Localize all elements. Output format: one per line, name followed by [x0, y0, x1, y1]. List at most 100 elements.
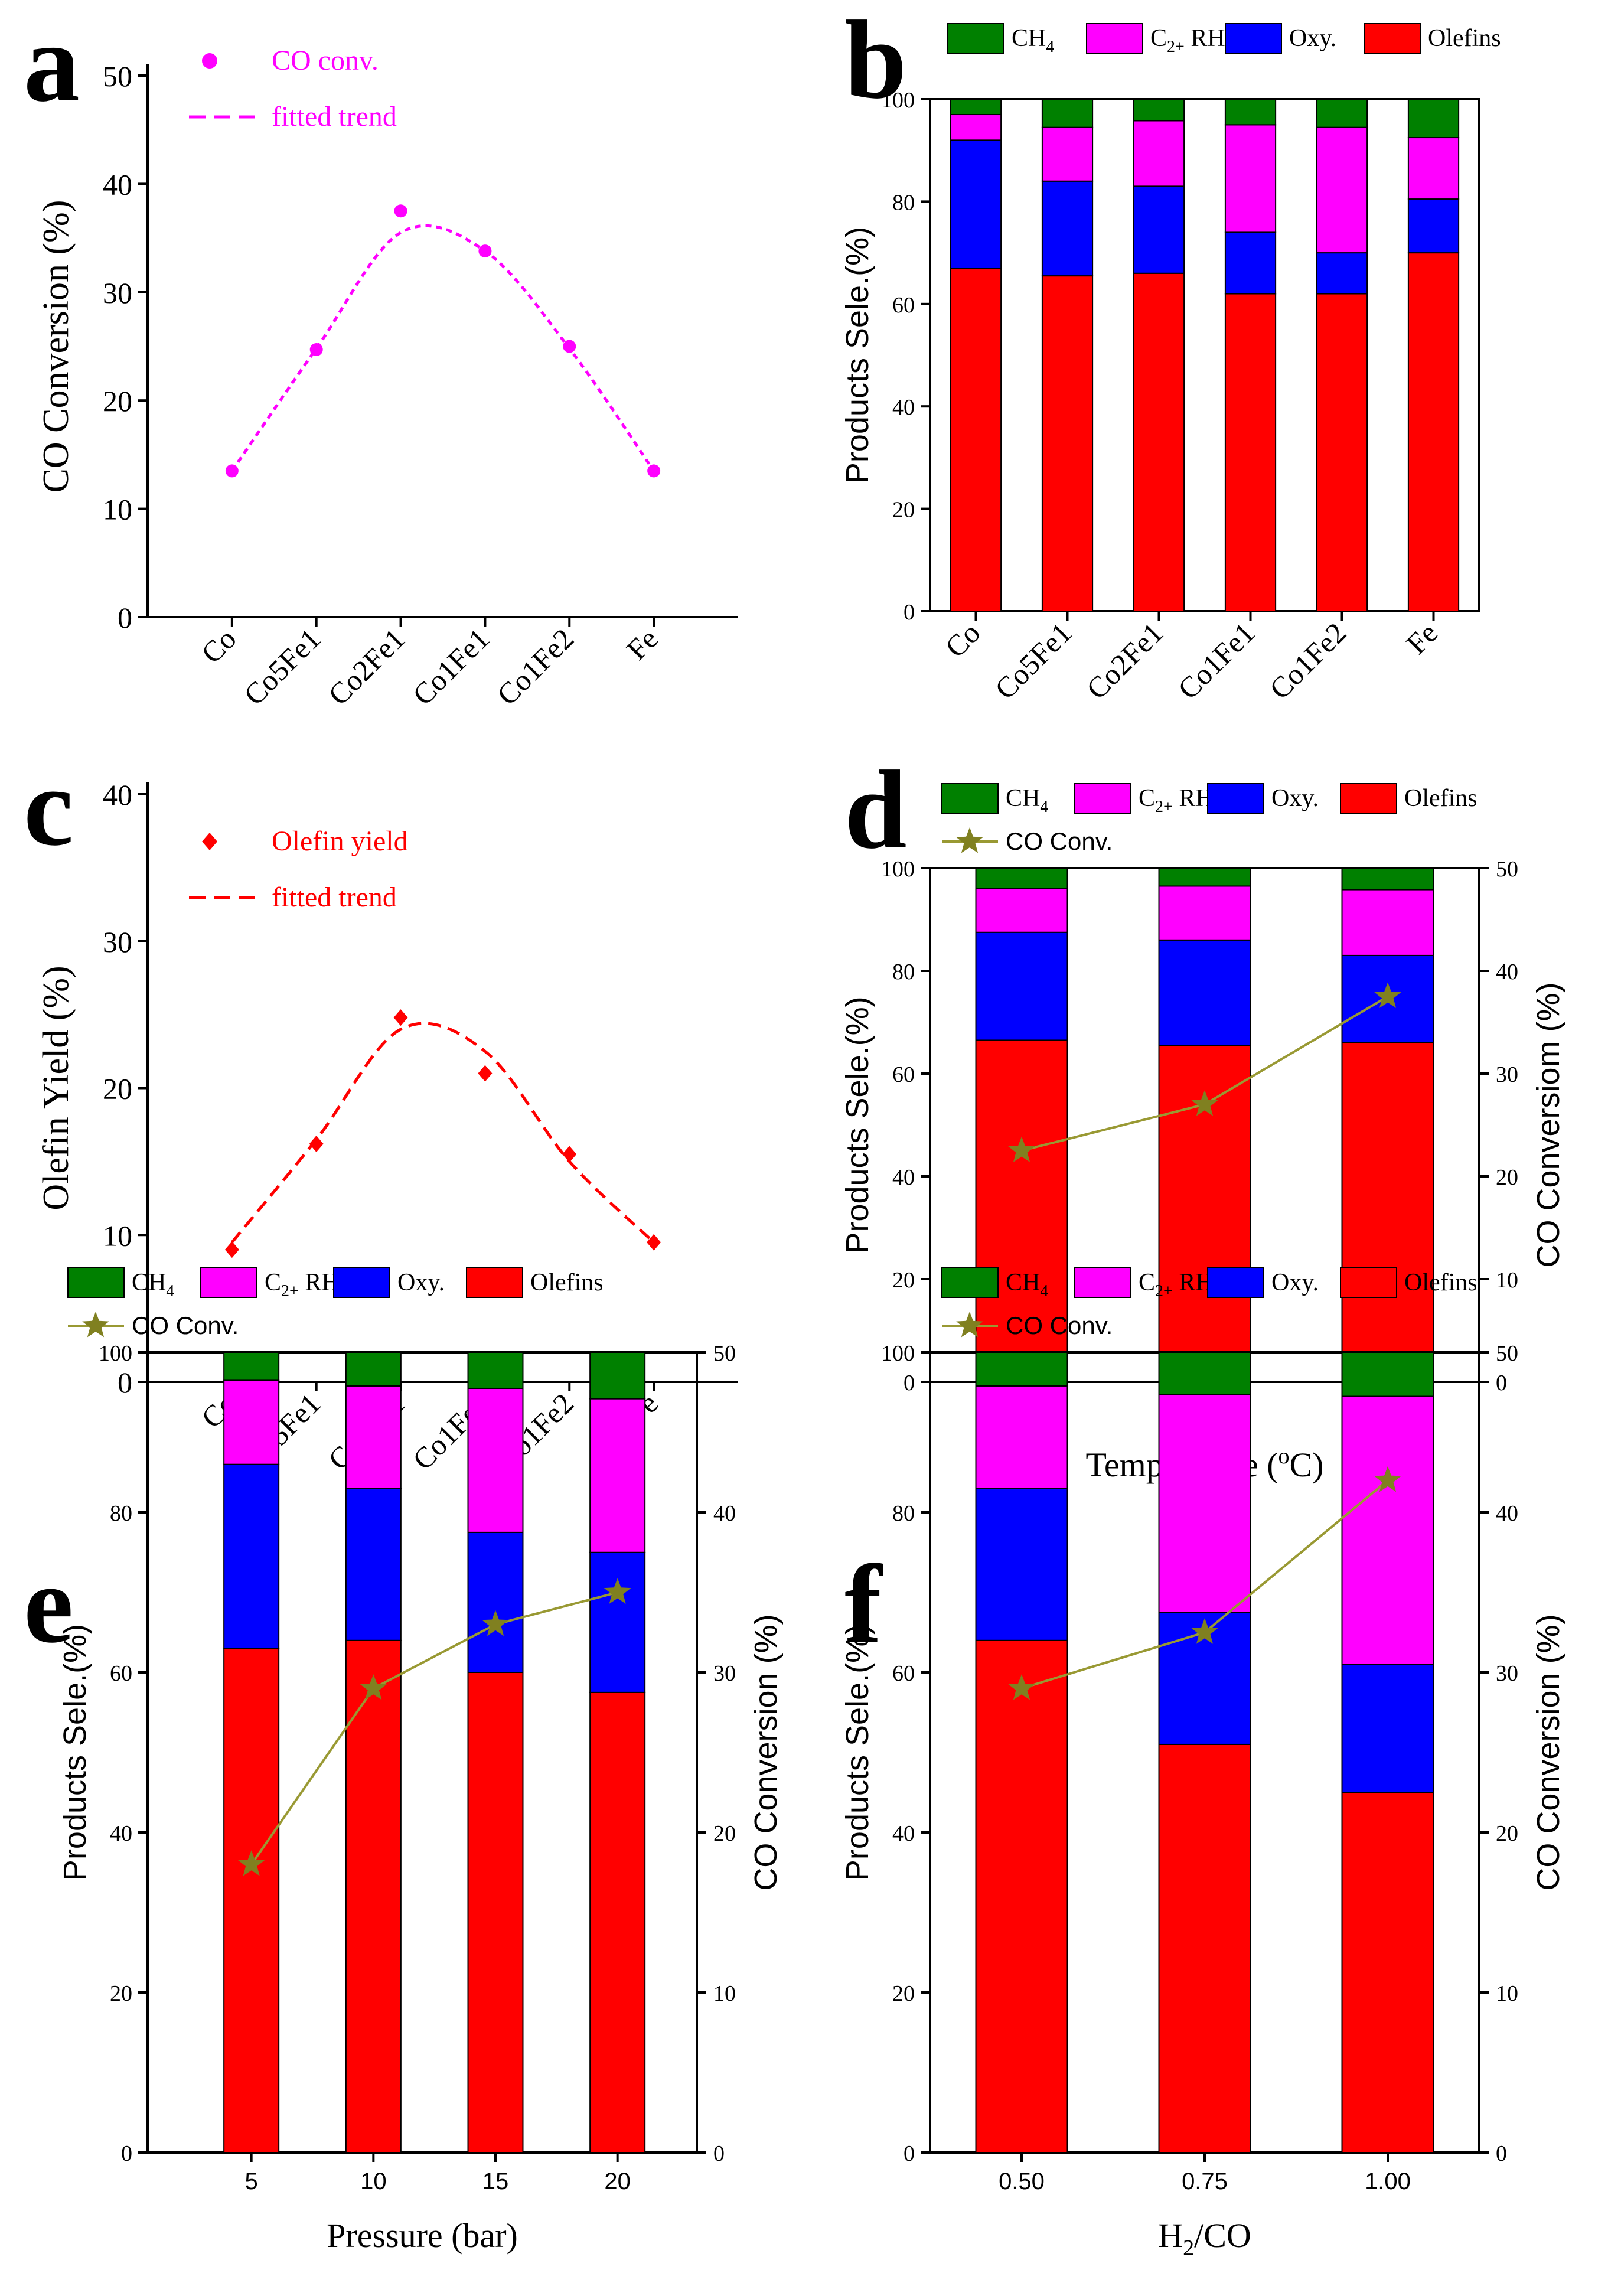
bar-segment-c2rh [223, 1379, 280, 1465]
bar-segment-olefins [1224, 293, 1277, 612]
co-conv-star [1191, 1618, 1218, 1644]
bar-segment-ch4 [223, 1352, 280, 1381]
bar-segment-olefins [1407, 252, 1460, 612]
y-axis-title: Products Sele.(%) [840, 996, 875, 1253]
x-tick-label: 0.50 [999, 2168, 1045, 2194]
bar-segment-c2rh [975, 888, 1068, 933]
y2-axis-title: CO Conversiom (%) [1531, 982, 1566, 1267]
bar-segment-c2rh [1158, 1394, 1251, 1613]
data-point [394, 204, 407, 218]
bar-segment-ch4 [1133, 99, 1185, 122]
legend-swatch [1340, 1267, 1397, 1298]
y2-tick-label: 0 [713, 2141, 725, 2166]
legend-label: C2+ RH [1139, 785, 1214, 816]
data-point [647, 464, 661, 478]
bar-segment-oxy [345, 1488, 402, 1641]
y2-tick-label: 10 [713, 1981, 736, 2006]
legend-label: CH4 [132, 1269, 174, 1300]
x-tick-label: Co1Fe1 [1172, 616, 1261, 706]
x-tick-label: 5 [245, 2168, 258, 2194]
legend-conv-label: CO Conv. [132, 1312, 239, 1339]
legend-label: Oxy. [397, 1269, 445, 1296]
y2-axis-title: CO Conversion (%) [748, 1614, 784, 1890]
legend-swatch [947, 23, 1004, 54]
legend-label: C2+ RH [265, 1269, 340, 1300]
x-tick-label: 1.00 [1365, 2168, 1411, 2194]
bar-segment-ch4 [467, 1352, 524, 1389]
data-point [563, 340, 576, 353]
y-tick-label: 20 [892, 1981, 915, 2006]
co-conv-star [604, 1578, 631, 1604]
y-axis-title: Products Sele.(%) [840, 227, 875, 484]
panel-letter-d: d [844, 748, 907, 872]
bar-segment-c2rh [1407, 137, 1460, 200]
y2-tick-label: 10 [1496, 1268, 1518, 1293]
data-point [562, 1146, 577, 1163]
data-point [225, 464, 239, 478]
y-tick-label: 80 [892, 190, 915, 215]
x-tick-label: Co5Fe1 [237, 622, 327, 712]
y-tick-label: 40 [103, 168, 132, 201]
legend-label: Oxy. [1271, 1269, 1319, 1296]
bar-segment-ch4 [1041, 99, 1094, 128]
y2-tick-label: 50 [1496, 857, 1518, 882]
legend-points-label: Olefin yield [272, 826, 408, 857]
x-axis-title: Pressure (bar) [327, 2216, 518, 2255]
plot-frame [929, 98, 1480, 612]
y-tick-label: 0 [118, 1366, 132, 1399]
x-tick-label: Co5Fe1 [989, 616, 1078, 706]
legend-swatch [333, 1267, 390, 1298]
bar-segment-oxy [950, 139, 1002, 269]
co-conv-star [1008, 1136, 1035, 1162]
legend-marker [202, 53, 217, 69]
y-tick-label: 60 [892, 293, 915, 318]
legend-swatch [1074, 1267, 1131, 1298]
y-tick-label: 20 [892, 498, 915, 523]
panel-letter-c: c [24, 745, 73, 869]
data-point [393, 1009, 408, 1026]
legend-swatch [1207, 1267, 1264, 1298]
y-tick-label: 40 [892, 1165, 915, 1190]
legend-marker [202, 833, 217, 850]
bar-segment-olefins [1316, 293, 1368, 612]
y2-tick-label: 40 [1496, 1501, 1518, 1526]
legend-swatch [67, 1267, 125, 1298]
x-tick-label: Co [938, 616, 986, 664]
data-point [478, 244, 492, 258]
bar-segment-olefins [975, 1639, 1068, 2154]
legend-points-label: CO conv. [272, 45, 379, 76]
legend-swatch [1207, 783, 1264, 814]
bar-segment-ch4 [1316, 99, 1368, 128]
x-tick-label: 0.75 [1182, 2168, 1228, 2194]
bar-segment-c2rh [467, 1387, 524, 1533]
legend-conv-star [956, 827, 983, 853]
y-axis-title: Olefin Yield (%) [36, 966, 76, 1210]
y-tick-label: 30 [103, 276, 132, 309]
y-tick-label: 50 [103, 60, 132, 93]
bar-segment-olefins [1341, 1042, 1434, 1383]
bar-segment-oxy [1407, 198, 1460, 254]
x-tick-label: 10 [360, 2168, 387, 2194]
legend-label: C2+ RH [1139, 1269, 1214, 1300]
y-tick-label: 60 [892, 1661, 915, 1686]
x-tick-label: 15 [482, 2168, 509, 2194]
y-tick-label: 0 [904, 600, 915, 625]
y-tick-label: 40 [103, 778, 132, 811]
bar-segment-olefins [223, 1648, 280, 2154]
panel-letter-b: b [844, 0, 907, 122]
data-point [309, 343, 323, 357]
co-conv-star [1191, 1090, 1218, 1116]
legend-label: Olefins [530, 1269, 604, 1296]
bar-segment-oxy [223, 1463, 280, 1649]
y-tick-label: 10 [103, 493, 132, 526]
y-tick-label: 60 [892, 1062, 915, 1087]
bar-segment-oxy [467, 1531, 524, 1673]
bar-segment-ch4 [1224, 99, 1277, 126]
fit-curve [230, 1022, 655, 1244]
legend-conv-label: CO Conv. [1006, 827, 1113, 855]
legend-label: Oxy. [1271, 785, 1319, 812]
